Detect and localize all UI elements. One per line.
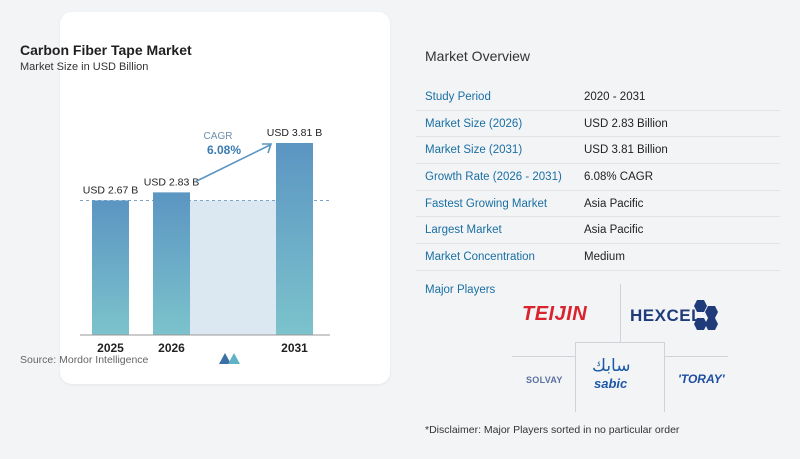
overview-value: USD 3.81 Billion xyxy=(584,144,668,157)
divider xyxy=(575,342,576,412)
divider xyxy=(664,356,728,357)
overview-label: Study Period xyxy=(425,90,491,103)
overview-label: Largest Market xyxy=(425,224,502,237)
players-title: Major Players xyxy=(425,284,496,296)
overview-row: Fastest Growing Market Asia Pacific xyxy=(416,191,780,218)
overview-row: Growth Rate (2026 - 2031) 6.08% CAGR xyxy=(416,164,780,191)
overview-value: 2020 - 2031 xyxy=(584,90,646,103)
overview-label: Market Size (2031) xyxy=(425,144,523,157)
hexcel-logo: HEXCEL xyxy=(630,306,702,325)
x-tick-label: 2026 xyxy=(158,341,185,355)
bar-value-label: USD 2.83 B xyxy=(144,176,199,188)
divider xyxy=(664,342,665,412)
x-tick-label: 2025 xyxy=(97,341,124,355)
bar-value-label: USD 2.67 B xyxy=(83,184,138,196)
overview-label: Market Size (2026) xyxy=(425,117,523,130)
divider xyxy=(575,342,665,343)
overview-value: 6.08% CAGR xyxy=(584,170,654,183)
overview-row: Largest Market Asia Pacific xyxy=(416,217,780,245)
bar-2031 xyxy=(276,143,313,335)
bar-2026 xyxy=(153,192,190,335)
overview-value: Medium xyxy=(584,250,625,263)
bar-chart: USD 2.67 B 2025 USD 2.83 B 2026 USD 3.81 B 20… xyxy=(80,127,330,355)
cagr-label: CAGR xyxy=(204,131,233,142)
overview-row: Market Size (2031) USD 3.81 Billion xyxy=(416,137,780,165)
cagr-arrow xyxy=(195,144,271,183)
solvay-logo: SOLVAY xyxy=(526,375,563,385)
chart-title: Carbon Fiber Tape Market xyxy=(20,42,192,58)
bar-value-label: USD 3.81 B xyxy=(267,127,322,139)
hexcel-hex-icon xyxy=(694,300,718,330)
chart-subtitle: Market Size in USD Billion xyxy=(20,61,149,73)
arrow-head-icon xyxy=(262,143,273,154)
overview-value: Asia Pacific xyxy=(584,224,644,237)
x-tick-label: 2031 xyxy=(281,341,308,355)
overview-row: Study Period 2020 - 2031 xyxy=(416,84,780,111)
mordor-logo-icon xyxy=(219,353,240,364)
overview-value: USD 2.83 Billion xyxy=(584,117,668,130)
teijin-logo: TEIJIN xyxy=(522,303,588,325)
sabic-logo: sabic xyxy=(594,376,628,391)
overview-row: Market Size (2026) USD 2.83 Billion xyxy=(416,111,780,138)
divider xyxy=(620,284,621,342)
divider xyxy=(512,356,575,357)
sabic-arabic-logo: سابك xyxy=(592,356,631,376)
source-note: Source: Mordor Intelligence xyxy=(20,354,149,366)
overview-title: Market Overview xyxy=(425,48,531,64)
overview-table: Study Period 2020 - 2031 Market Size (2026… xyxy=(416,84,780,271)
overview-label: Fastest Growing Market xyxy=(425,197,548,210)
toray-logo: 'TORAY' xyxy=(678,372,725,386)
overview-row: Market Concentration Medium xyxy=(416,244,780,271)
overview-label: Growth Rate (2026 - 2031) xyxy=(425,170,562,183)
overview-label: Market Concentration xyxy=(425,250,535,263)
disclaimer: *Disclaimer: Major Players sorted in no … xyxy=(425,424,680,436)
overview-value: Asia Pacific xyxy=(584,197,644,210)
bar-2025 xyxy=(92,200,129,335)
growth-area xyxy=(190,200,276,335)
cagr-value: 6.08% xyxy=(207,143,241,157)
